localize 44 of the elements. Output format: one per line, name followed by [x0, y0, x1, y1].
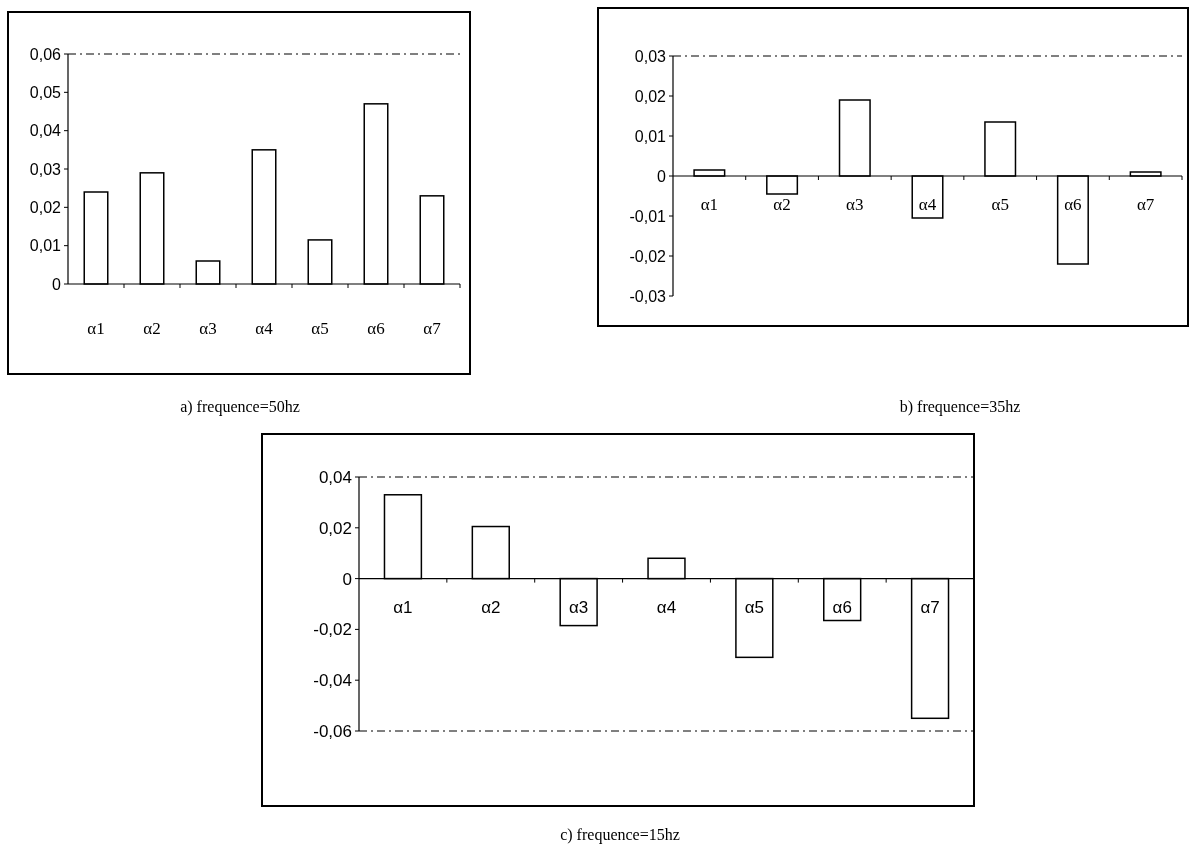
y-tick-label: 0: [52, 275, 62, 293]
y-tick-label: 0,06: [29, 45, 62, 63]
y-tick-label: 0,02: [29, 198, 62, 216]
x-tick-label: α1: [700, 195, 719, 214]
x-tick-label: α2: [143, 319, 161, 338]
x-tick-label: α6: [832, 597, 852, 617]
y-tick-label: 0,03: [29, 160, 62, 178]
x-tick-label: α1: [393, 597, 413, 617]
x-tick-label: α4: [918, 195, 937, 214]
x-tick-label: α5: [311, 319, 329, 338]
y-tick-label: 0: [657, 167, 667, 185]
text: a) frequence=50hz: [180, 398, 300, 416]
x-tick-label: α4: [656, 597, 677, 617]
y-tick-label: 0,01: [634, 127, 667, 145]
x-tick-label: α7: [423, 319, 442, 338]
y-tick-label: 0,04: [318, 467, 352, 487]
y-tick-label: 0,05: [29, 83, 62, 101]
y-tick-label: 0,04: [29, 122, 62, 140]
y-tick-label: -0,06: [313, 721, 352, 741]
x-tick-label: α3: [568, 597, 589, 617]
x-tick-label: α6: [1064, 195, 1082, 214]
x-tick-label: α7: [920, 597, 940, 617]
y-tick-label: 0,03: [634, 47, 667, 65]
text: b) frequence=35hz: [899, 398, 1021, 416]
y-tick-label: 0: [342, 569, 352, 589]
x-tick-label: α5: [744, 597, 765, 617]
x-tick-label: α5: [991, 195, 1009, 214]
y-tick-label: -0,02: [629, 247, 667, 265]
text: c) frequence=15hz: [560, 826, 680, 844]
y-tick-label: 0,02: [634, 87, 667, 105]
x-tick-label: α2: [481, 597, 501, 617]
x-tick-label: α2: [773, 195, 791, 214]
y-tick-label: -0,02: [313, 620, 352, 640]
y-tick-label: -0,04: [313, 671, 352, 691]
y-tick-label: 0,01: [29, 237, 62, 255]
x-tick-label: α6: [367, 319, 385, 338]
y-tick-label: -0,03: [629, 287, 667, 305]
y-tick-label: 0,02: [318, 518, 352, 538]
x-tick-label: α7: [1136, 195, 1155, 214]
x-tick-label: α3: [846, 195, 864, 214]
y-tick-label: -0,01: [629, 207, 667, 225]
x-tick-label: α1: [87, 319, 105, 338]
x-tick-label: α4: [255, 319, 274, 338]
x-tick-label: α3: [199, 319, 217, 338]
